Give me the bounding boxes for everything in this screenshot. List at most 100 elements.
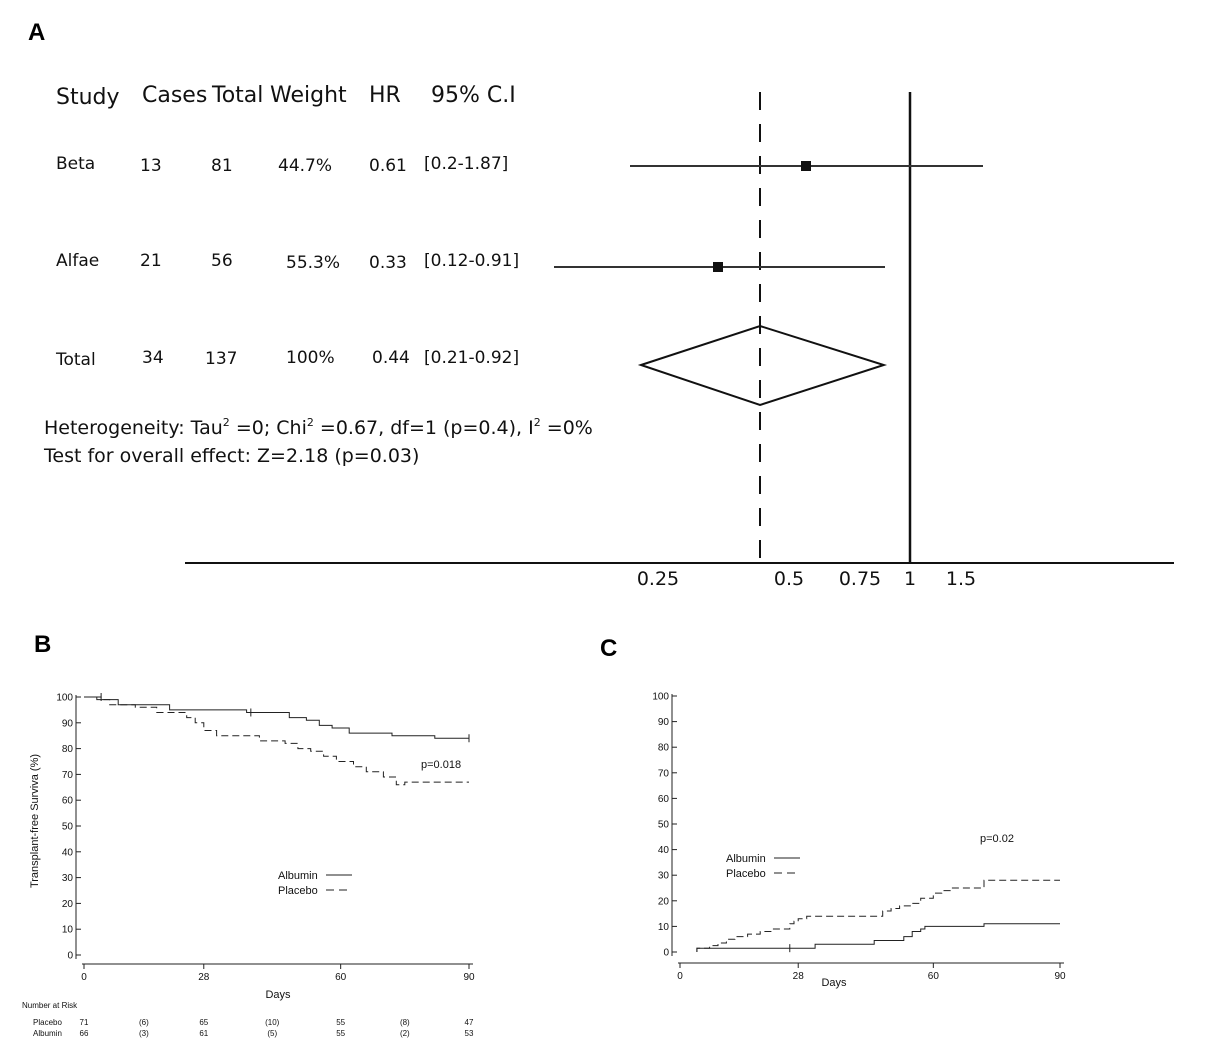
heterogeneity-sup-1: 2 — [223, 416, 230, 429]
overall-effect-stat: Test for overall effect: Z=2.18 (p=0.03) — [43, 445, 419, 467]
y-tick-label: 50 — [62, 822, 74, 833]
legend-label-albumin: Albumin — [278, 870, 318, 882]
heterogeneity-sup-3: 2 — [534, 416, 541, 429]
series-line-placebo — [696, 879, 1060, 952]
heterogeneity-sup-2: 2 — [307, 416, 314, 429]
row-total-ci: [0.21-0.92] — [424, 348, 519, 368]
risk-cell: (5) — [267, 1029, 277, 1038]
legend-label-placebo: Placebo — [726, 868, 766, 880]
row-alfae-ci: [0.12-0.91] — [424, 251, 519, 271]
x-axis-label: Days — [821, 977, 847, 989]
row-beta-study: Beta — [56, 154, 95, 174]
y-tick-label: 50 — [658, 820, 670, 831]
row-alfae-hr: 0.33 — [369, 253, 407, 273]
legend-label-placebo: Placebo — [278, 885, 318, 897]
risk-cell: (2) — [400, 1029, 410, 1038]
risk-cell: 55 — [336, 1029, 345, 1038]
x-tick-label: 28 — [793, 971, 805, 982]
forest-row-alfae: Alfae 21 56 55.3% 0.33 [0.12-0.91] — [56, 251, 519, 273]
heterogeneity-tau2: =0; Chi — [230, 417, 307, 439]
y-tick-label: 100 — [652, 692, 669, 703]
forest-row-beta: Beta 13 81 44.7% 0.61 [0.2-1.87] — [56, 154, 508, 176]
panel-label-c: C — [600, 635, 617, 662]
y-tick-label: 60 — [62, 796, 74, 807]
y-tick-label: 100 — [56, 693, 73, 704]
row-total-hr: 0.44 — [372, 348, 410, 368]
p-value-annotation: p=0.02 — [980, 833, 1014, 845]
risk-cell: 65 — [199, 1018, 208, 1027]
forest-plot: Study Cases Total Weight HR 95% C.I Beta… — [43, 83, 1174, 590]
row-beta-ci: [0.2-1.87] — [424, 154, 508, 174]
header-cases: Cases — [142, 83, 207, 108]
x-tick-label: 90 — [1054, 971, 1066, 982]
series-line-albumin — [84, 696, 469, 739]
risk-row-label-albumin: Albumin — [33, 1029, 62, 1038]
heterogeneity-prefix: Heterogeneity: Tau — [44, 417, 223, 439]
risk-row-label-placebo: Placebo — [33, 1018, 62, 1027]
x-tick-label: 0 — [677, 971, 683, 982]
row-beta-total: 81 — [211, 156, 233, 176]
panel-label-a: A — [28, 19, 45, 46]
row-total-weight: 100% — [286, 348, 335, 368]
forest-x-tick-label: 0.25 — [637, 568, 679, 590]
y-tick-label: 30 — [62, 873, 74, 884]
row-beta-hr: 0.61 — [369, 156, 407, 176]
x-tick-label: 28 — [198, 972, 210, 983]
panel-label-b: B — [34, 631, 51, 658]
p-value-annotation: p=0.018 — [421, 759, 461, 771]
forest-column-headers: Study Cases Total Weight HR 95% C.I — [56, 83, 516, 110]
risk-table-title: Number at Risk — [22, 1001, 78, 1010]
y-tick-label: 10 — [62, 925, 74, 936]
series-line-placebo — [84, 696, 469, 786]
series-line-albumin — [696, 923, 1060, 952]
row-total-cases: 34 — [142, 348, 164, 368]
pooled-diamond — [637, 324, 888, 407]
forest-x-tick-label: 1 — [904, 568, 916, 590]
forest-x-tick-label: 1.5 — [946, 568, 976, 590]
row-alfae-total: 56 — [211, 251, 233, 271]
y-tick-label: 20 — [62, 899, 74, 910]
y-tick-label: 40 — [62, 847, 74, 858]
y-tick-label: 0 — [663, 948, 669, 959]
legend-label-albumin: Albumin — [726, 853, 766, 865]
x-tick-label: 60 — [335, 972, 347, 983]
hr-square-beta — [801, 161, 811, 171]
header-ci: 95% C.I — [431, 83, 516, 108]
x-tick-label: 90 — [463, 972, 475, 983]
y-tick-label: 0 — [67, 951, 73, 962]
header-weight: Weight — [270, 83, 347, 108]
heterogeneity-chi2: =0.67, df=1 (p=0.4), I — [314, 417, 534, 439]
risk-cell: 71 — [80, 1018, 89, 1027]
header-hr: HR — [369, 83, 401, 108]
x-tick-label: 60 — [928, 971, 940, 982]
y-tick-label: 90 — [62, 718, 74, 729]
header-study: Study — [56, 85, 120, 110]
forest-x-tick-label: 0.75 — [839, 568, 881, 590]
row-beta-weight: 44.7% — [278, 156, 332, 176]
y-tick-label: 70 — [658, 768, 670, 779]
forest-marks: 0.25 0.5 0.75 1 1.5 — [185, 92, 1174, 590]
heterogeneity-stat: Heterogeneity: Tau2 =0; Chi2 =0.67, df=1… — [44, 416, 593, 439]
forest-x-tick-label: 0.5 — [774, 568, 804, 590]
y-tick-label: 30 — [658, 871, 670, 882]
row-total-study: Total — [55, 350, 96, 370]
x-axis-label: Days — [265, 989, 291, 1001]
y-tick-label: 80 — [658, 743, 670, 754]
y-tick-label: 20 — [658, 896, 670, 907]
y-tick-label: 40 — [658, 845, 670, 856]
row-beta-cases: 13 — [140, 156, 162, 176]
risk-cell: 66 — [80, 1029, 89, 1038]
heterogeneity-i2: =0% — [541, 417, 593, 439]
y-tick-label: 80 — [62, 744, 74, 755]
risk-cell: (6) — [139, 1018, 149, 1027]
risk-cell: (3) — [139, 1029, 149, 1038]
y-tick-label: 60 — [658, 794, 670, 805]
y-axis-label: Transplant-free Surviva (%) — [29, 754, 41, 888]
row-total-total: 137 — [205, 349, 237, 369]
forest-row-total: Total 34 137 100% 0.44 [0.21-0.92] — [55, 348, 519, 370]
risk-cell: 55 — [336, 1018, 345, 1027]
km-plot-b: 0 10 20 30 40 50 60 70 80 90 100 0 28 60 90 Days Transpl… — [22, 693, 475, 1039]
row-alfae-study: Alfae — [56, 251, 99, 271]
row-alfae-cases: 21 — [140, 251, 162, 271]
